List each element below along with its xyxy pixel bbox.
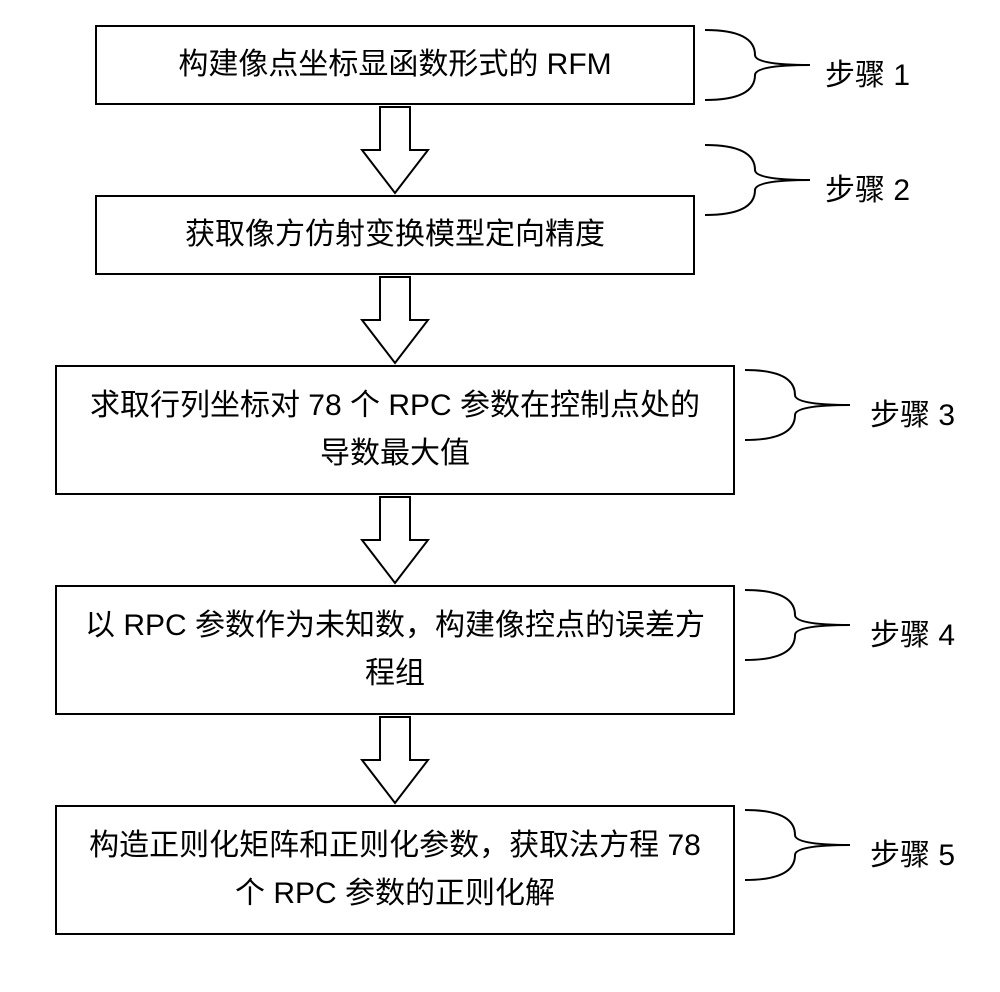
step-box-3: 求取行列坐标对 78 个 RPC 参数在控制点处的导数最大值	[55, 365, 735, 495]
step-text-3: 求取行列坐标对 78 个 RPC 参数在控制点处的导数最大值	[77, 382, 713, 478]
brace-4	[740, 585, 860, 665]
arrow-2	[360, 275, 430, 365]
step-text-1: 构建像点坐标显函数形式的 RFM	[178, 41, 611, 89]
step-label-1: 步骤 1	[825, 50, 910, 94]
brace-3	[740, 365, 860, 445]
brace-5	[740, 805, 860, 885]
step-label-4: 步骤 4	[870, 610, 955, 654]
arrow-4	[360, 715, 430, 805]
step-label-3: 步骤 3	[870, 390, 955, 434]
brace-2	[700, 140, 820, 220]
arrow-1	[360, 105, 430, 195]
step-text-5: 构造正则化矩阵和正则化参数，获取法方程 78 个 RPC 参数的正则化解	[77, 822, 713, 918]
step-box-2: 获取像方仿射变换模型定向精度	[95, 195, 695, 275]
step-text-4: 以 RPC 参数作为未知数，构建像控点的误差方程组	[77, 602, 713, 698]
arrow-3	[360, 495, 430, 585]
step-box-5: 构造正则化矩阵和正则化参数，获取法方程 78 个 RPC 参数的正则化解	[55, 805, 735, 935]
step-box-1: 构建像点坐标显函数形式的 RFM	[95, 25, 695, 105]
step-label-2: 步骤 2	[825, 165, 910, 209]
step-label-5: 步骤 5	[870, 830, 955, 874]
brace-1	[700, 25, 820, 105]
flowchart-container: 构建像点坐标显函数形式的 RFM 步骤 1 获取像方仿射变换模型定向精度 步骤 …	[0, 0, 1000, 25]
step-box-4: 以 RPC 参数作为未知数，构建像控点的误差方程组	[55, 585, 735, 715]
step-text-2: 获取像方仿射变换模型定向精度	[185, 211, 605, 259]
